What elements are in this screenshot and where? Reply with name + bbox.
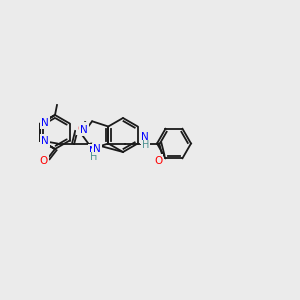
- Text: N: N: [80, 125, 88, 135]
- Text: N: N: [141, 133, 149, 142]
- Text: H: H: [90, 152, 97, 163]
- Text: H: H: [142, 140, 149, 151]
- Text: N: N: [89, 146, 97, 155]
- Text: N: N: [41, 136, 49, 146]
- Text: O: O: [154, 155, 162, 166]
- Text: O: O: [40, 156, 48, 166]
- Text: O: O: [77, 124, 86, 134]
- Text: N: N: [41, 118, 49, 128]
- Text: N: N: [93, 144, 101, 154]
